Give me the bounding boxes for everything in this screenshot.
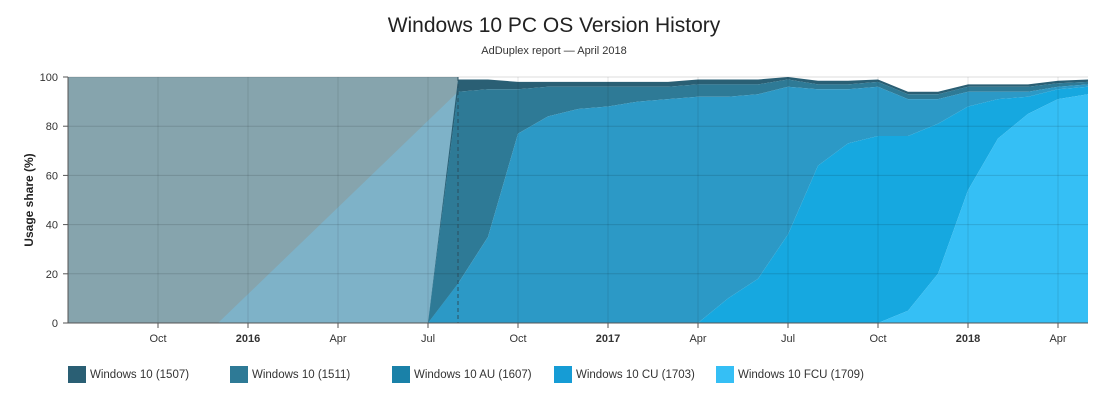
chart-subtitle: AdDuplex report — April 2018 — [481, 45, 627, 57]
y-tick-label: 100 — [40, 72, 58, 84]
background-region-1 — [68, 91, 458, 323]
x-tick-label: Apr — [329, 333, 346, 345]
x-tick-label: 2017 — [596, 333, 620, 345]
legend-swatch — [230, 366, 248, 383]
series-areas — [428, 77, 1088, 324]
legend-item[interactable]: Windows 10 (1507) — [68, 366, 230, 383]
y-tick-labels: 0 20 40 60 80 100 — [40, 72, 68, 330]
series-area-windows-10-cu-1703 — [428, 86, 1088, 323]
y-tick-label: 80 — [46, 121, 58, 133]
x-tick-label: Jul — [781, 333, 795, 345]
gridlines — [68, 76, 1088, 324]
x-tick-label: Oct — [869, 333, 886, 345]
legend-item[interactable]: Windows 10 AU (1607) — [392, 366, 554, 383]
x-tick-labels: Oct 2016 Apr Jul Oct 2017 Apr Jul Oct 2018 Apr — [149, 323, 1067, 345]
x-tick-label: Oct — [509, 333, 526, 345]
legend-label: Windows 10 (1507) — [90, 368, 190, 381]
background-regions — [68, 77, 458, 323]
axes — [67, 77, 1088, 324]
x-tick-label: 2016 — [236, 333, 260, 345]
legend-label: Windows 10 AU (1607) — [414, 368, 532, 381]
x-tick-label: 2018 — [956, 333, 980, 345]
chart-title: Windows 10 PC OS Version History — [387, 14, 721, 37]
x-tick-label: Apr — [1049, 333, 1066, 345]
x-tick-label: Apr — [689, 333, 706, 345]
x-tick-label: Oct — [149, 333, 166, 345]
y-tick-label: 20 — [46, 269, 58, 281]
legend-swatch — [68, 366, 86, 383]
legend-label: Windows 10 CU (1703) — [576, 368, 695, 381]
series-area-windows-10-1511 — [428, 79, 1088, 323]
legend-label: Windows 10 (1511) — [252, 368, 351, 381]
legend-item[interactable]: Windows 10 (1511) — [230, 366, 392, 383]
y-tick-label: 60 — [46, 170, 58, 182]
y-tick-label: 0 — [52, 318, 58, 330]
legend-label: Windows 10 FCU (1709) — [738, 368, 864, 381]
x-tick-label: Jul — [421, 333, 435, 345]
series-area-windows-10-au-1607 — [428, 84, 1088, 324]
legend-swatch — [392, 366, 410, 383]
legend-swatch — [716, 366, 734, 383]
legend-item[interactable]: Windows 10 CU (1703) — [554, 366, 716, 383]
legend: Windows 10 (1507) Windows 10 (1511) Window… — [68, 366, 878, 383]
legend-swatch — [554, 366, 572, 383]
y-tick-label: 40 — [46, 220, 58, 232]
legend-item[interactable]: Windows 10 FCU (1709) — [716, 366, 878, 383]
y-axis-label: Usage share (%) — [22, 153, 36, 246]
series-area-windows-10-fcu-1709 — [428, 94, 1088, 323]
